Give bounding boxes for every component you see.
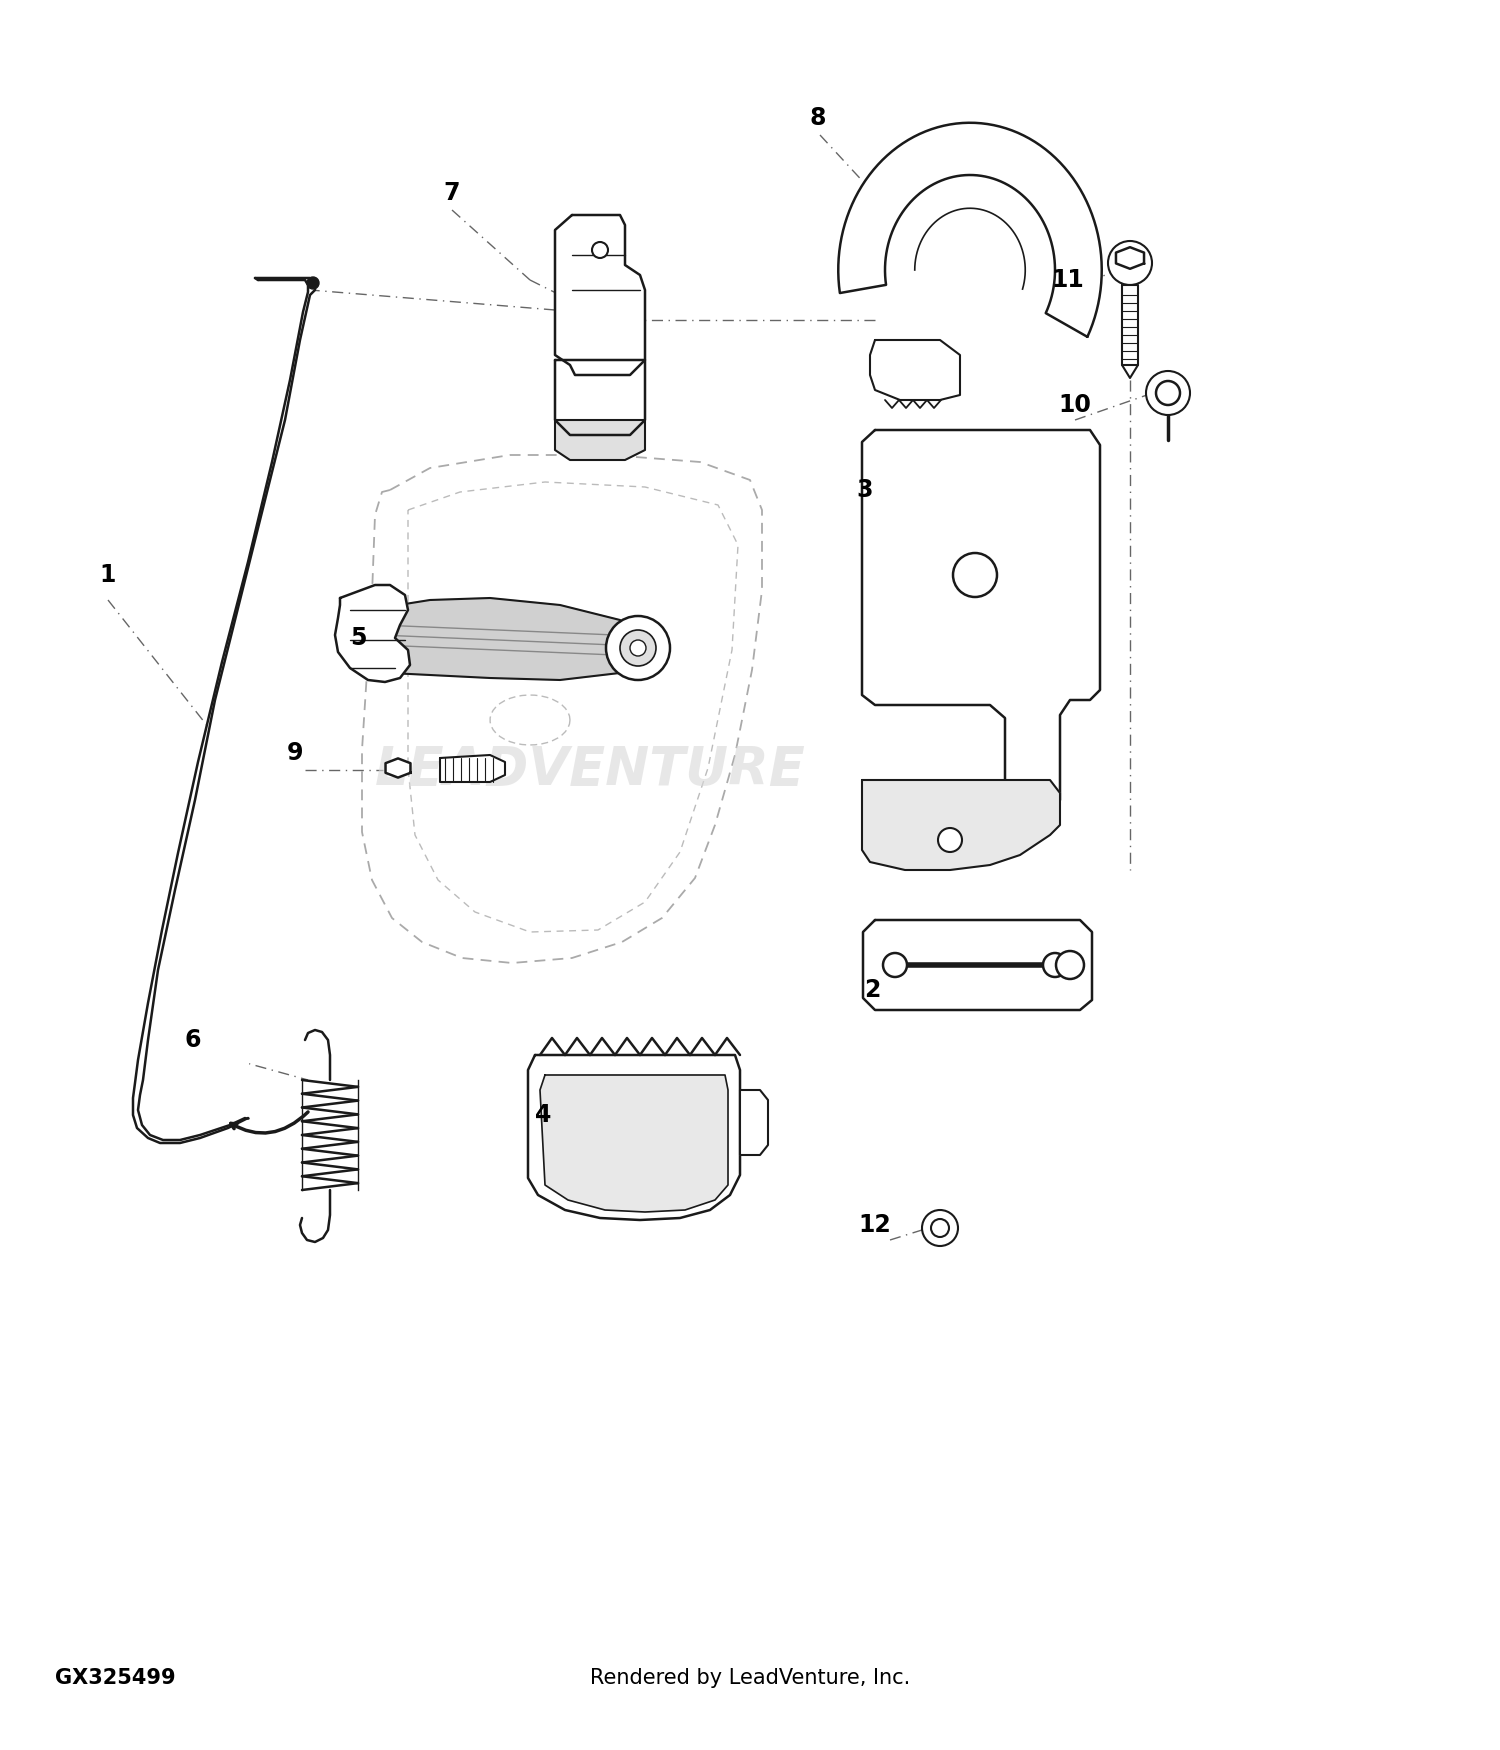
Polygon shape (1116, 247, 1144, 270)
Text: 6: 6 (184, 1027, 201, 1052)
Polygon shape (134, 278, 315, 1143)
Circle shape (1156, 382, 1180, 404)
Circle shape (884, 954, 908, 977)
Text: 1: 1 (100, 564, 116, 586)
Polygon shape (440, 754, 506, 782)
Polygon shape (862, 920, 1092, 1010)
Text: LEADVENTURE: LEADVENTURE (375, 744, 806, 796)
Circle shape (1108, 242, 1152, 285)
Polygon shape (839, 123, 1101, 336)
Polygon shape (334, 584, 410, 682)
Text: 7: 7 (444, 180, 460, 205)
Polygon shape (870, 340, 960, 401)
Polygon shape (1122, 285, 1138, 366)
Circle shape (932, 1220, 950, 1237)
Polygon shape (862, 780, 1060, 870)
Polygon shape (386, 758, 411, 777)
Circle shape (308, 276, 320, 289)
Text: 5: 5 (350, 626, 366, 649)
Polygon shape (348, 598, 638, 681)
Circle shape (1056, 950, 1084, 978)
Circle shape (592, 242, 608, 257)
Circle shape (1042, 954, 1066, 977)
Polygon shape (528, 1055, 740, 1220)
Text: GX325499: GX325499 (56, 1668, 176, 1689)
Polygon shape (555, 215, 645, 374)
Polygon shape (555, 420, 645, 460)
Circle shape (938, 828, 962, 852)
Circle shape (630, 640, 646, 656)
Text: 11: 11 (1052, 268, 1084, 292)
Polygon shape (740, 1090, 768, 1155)
Circle shape (620, 630, 656, 667)
Circle shape (606, 616, 670, 681)
Circle shape (952, 553, 998, 597)
Polygon shape (555, 360, 645, 436)
Text: 9: 9 (286, 740, 303, 765)
Text: 12: 12 (858, 1213, 891, 1237)
Text: 3: 3 (856, 478, 873, 502)
Text: 8: 8 (810, 107, 826, 130)
Text: 4: 4 (536, 1102, 550, 1127)
Text: 2: 2 (864, 978, 880, 1003)
Polygon shape (540, 1074, 728, 1213)
Polygon shape (862, 430, 1100, 821)
Circle shape (922, 1209, 958, 1246)
Circle shape (1146, 371, 1190, 415)
Text: Rendered by LeadVenture, Inc.: Rendered by LeadVenture, Inc. (590, 1668, 910, 1689)
Text: 10: 10 (1059, 394, 1092, 416)
